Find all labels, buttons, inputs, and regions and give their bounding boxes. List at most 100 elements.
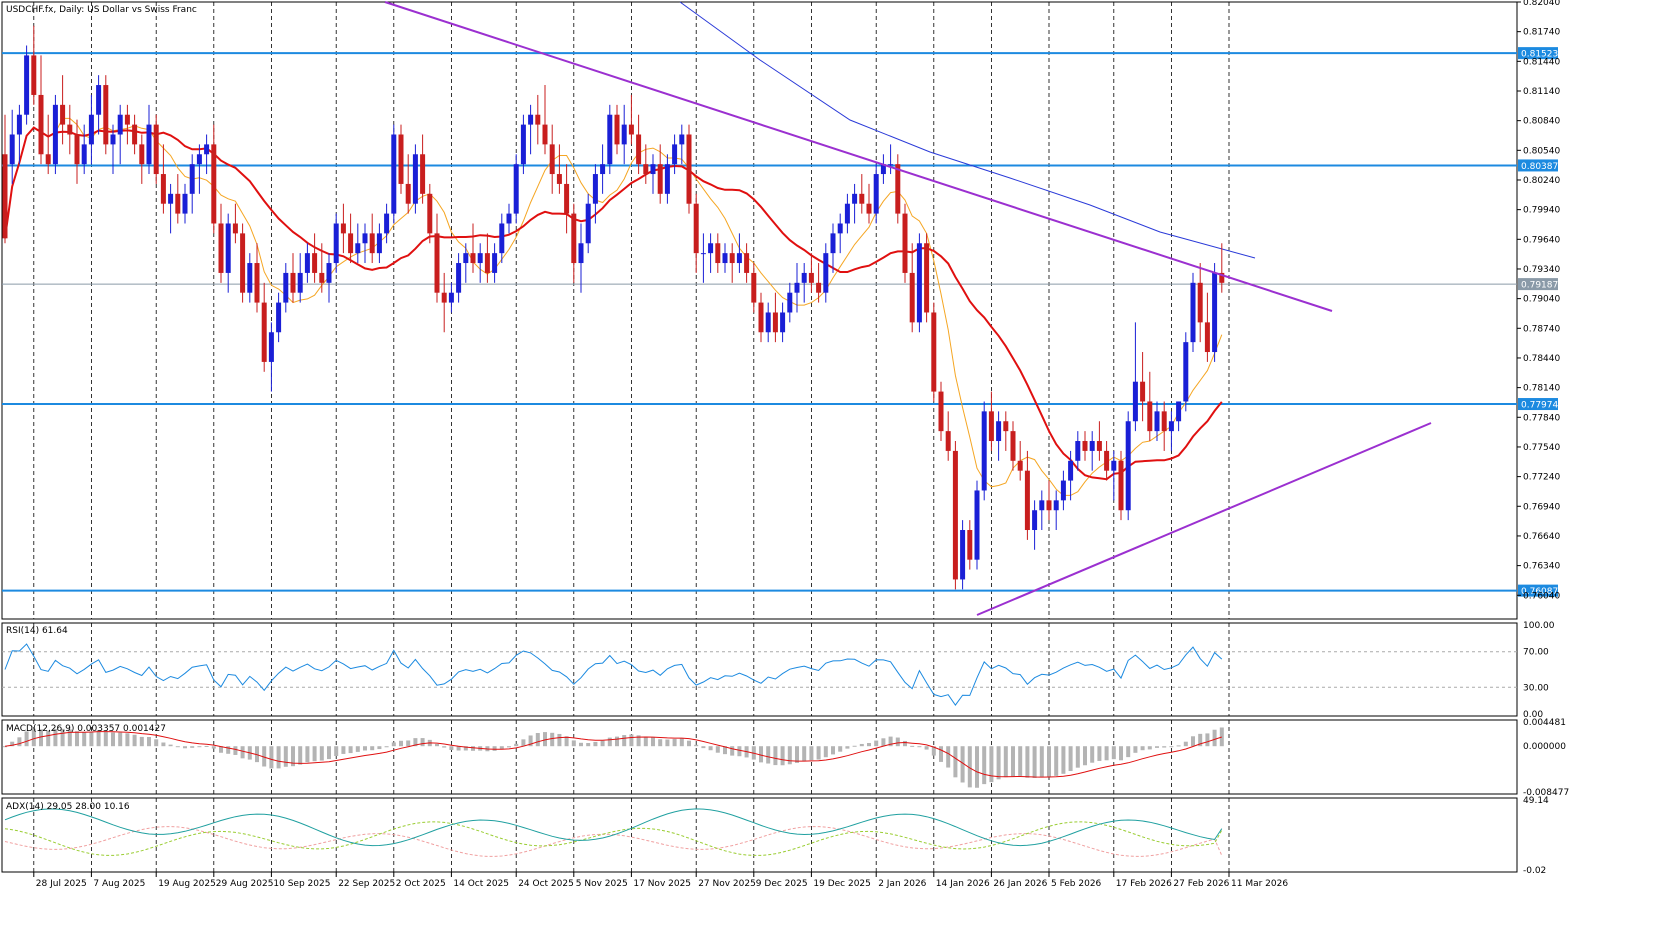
macd-hist-bar: [82, 732, 87, 747]
macd-hist-bar: [615, 736, 619, 747]
macd-hist-bar: [1083, 746, 1087, 766]
time-tick-label: 29 Aug 2025: [216, 879, 274, 889]
trendlines[interactable]: [384, 1, 1432, 616]
adx-indicator: 49.14 -0.02: [4, 796, 1549, 876]
macd-hist-bar: [766, 746, 771, 764]
candle-body: [1075, 441, 1081, 461]
level-tag: [1518, 47, 1558, 60]
macd-hist-bar: [89, 731, 94, 747]
candle-body: [276, 302, 282, 333]
candle-body: [290, 272, 296, 293]
rsi-pane[interactable]: [1, 622, 1518, 717]
candle-body: [1068, 460, 1074, 481]
macd-hist-bar: [1169, 746, 1174, 748]
macd-hist-bar: [391, 742, 396, 747]
candle-body: [283, 272, 289, 303]
candle-body: [780, 312, 786, 333]
horizontal-levels[interactable]: 0.81523 0.80387 0.79187 0.77974 0.76087: [2, 47, 1558, 597]
time-tick-label: 17 Feb 2026: [1116, 879, 1172, 889]
macd-hist-bar: [939, 746, 943, 762]
macd-header: MACD(12,26,9) 0.003357 0.001427: [6, 724, 166, 734]
candle-body: [412, 154, 418, 204]
candle-body: [715, 243, 721, 264]
candle-body: [1032, 510, 1038, 531]
candle-body: [297, 272, 303, 293]
macd-hist-bar: [3, 746, 7, 748]
macd-hist-bar: [874, 740, 879, 747]
time-tick-label: 17 Nov 2025: [633, 879, 691, 889]
candle-body: [124, 114, 130, 125]
candle-body: [52, 104, 58, 165]
level-label: 0.76087: [1521, 587, 1558, 597]
candle-body: [880, 164, 886, 175]
price-tick-label: 0.78740: [1523, 324, 1560, 334]
candle-body: [204, 144, 210, 155]
macd-hist-bar: [125, 733, 130, 747]
candle-body: [1190, 282, 1196, 343]
candle-body: [844, 203, 850, 224]
macd-hist-bar: [730, 746, 735, 756]
macd-hist-bar: [514, 743, 519, 747]
candle-body: [636, 134, 642, 165]
macd-hist-bar: [377, 746, 382, 750]
candle-body: [384, 213, 390, 234]
macd-hist-bar: [183, 746, 187, 749]
macd-hist-bar: [1155, 746, 1159, 748]
candle-body: [600, 164, 606, 175]
macd-hist-bar: [773, 746, 778, 766]
candle-body: [686, 134, 692, 204]
candle-body: [326, 263, 332, 283]
candle-body: [1024, 470, 1030, 531]
candle-body: [549, 144, 555, 175]
macd-hist-bar: [586, 743, 591, 747]
time-tick-label: 27 Feb 2026: [1173, 879, 1229, 889]
candle-body: [974, 490, 980, 560]
rsi-line: [4, 643, 1223, 706]
time-tick-label: 14 Jan 2026: [936, 879, 990, 889]
candle-body: [31, 55, 37, 95]
macd-hist-bar: [1140, 746, 1145, 751]
candle-body: [247, 263, 253, 293]
level-label: 0.80387: [1521, 162, 1558, 172]
macd-hist-bar: [852, 745, 857, 747]
adx-tick-label: -0.02: [1523, 866, 1546, 876]
candle-body: [506, 213, 512, 224]
macd-signal-line: [4, 731, 1222, 778]
candle-body: [225, 223, 231, 273]
candle-body: [556, 174, 562, 184]
candle-body: [463, 253, 469, 264]
macd-hist-bar: [535, 733, 540, 747]
price-tick-label: 0.77840: [1523, 413, 1560, 423]
price-tick-label: 0.76040: [1523, 591, 1560, 601]
candle-body: [16, 114, 22, 135]
macd-hist-bar: [895, 737, 900, 747]
time-tick-label: 14 Oct 2025: [453, 879, 509, 889]
macd-hist-bar: [1212, 729, 1217, 747]
price-tick-label: 0.80540: [1523, 146, 1560, 156]
candle-body: [492, 253, 498, 273]
macd-hist-bar: [1018, 746, 1023, 776]
adx-pane[interactable]: [1, 797, 1518, 873]
time-tick-label: 2 Jan 2026: [878, 879, 926, 889]
adx-tick-label: 49.14: [1523, 796, 1549, 806]
macd-hist-bar: [1176, 745, 1181, 747]
macd-hist-bar: [888, 736, 893, 747]
candle-body: [182, 193, 188, 214]
macd-hist-bar: [838, 746, 843, 752]
candle-body: [996, 421, 1002, 442]
candle-body: [585, 203, 591, 244]
candle-body: [1147, 401, 1153, 432]
macd-hist-bar: [910, 745, 915, 747]
macd-hist-bar: [737, 746, 742, 757]
candle-body: [787, 292, 793, 313]
price-tick-label: 0.79640: [1523, 235, 1560, 245]
price-tick-label: 0.81440: [1523, 57, 1560, 67]
macd-hist-bar: [370, 746, 375, 751]
macd-hist-bar: [17, 737, 22, 747]
macd-hist-bar: [507, 746, 511, 748]
candle-body: [333, 223, 339, 264]
candle-body: [744, 253, 750, 273]
macd-hist-bar: [982, 746, 987, 785]
candle-body: [520, 124, 526, 165]
